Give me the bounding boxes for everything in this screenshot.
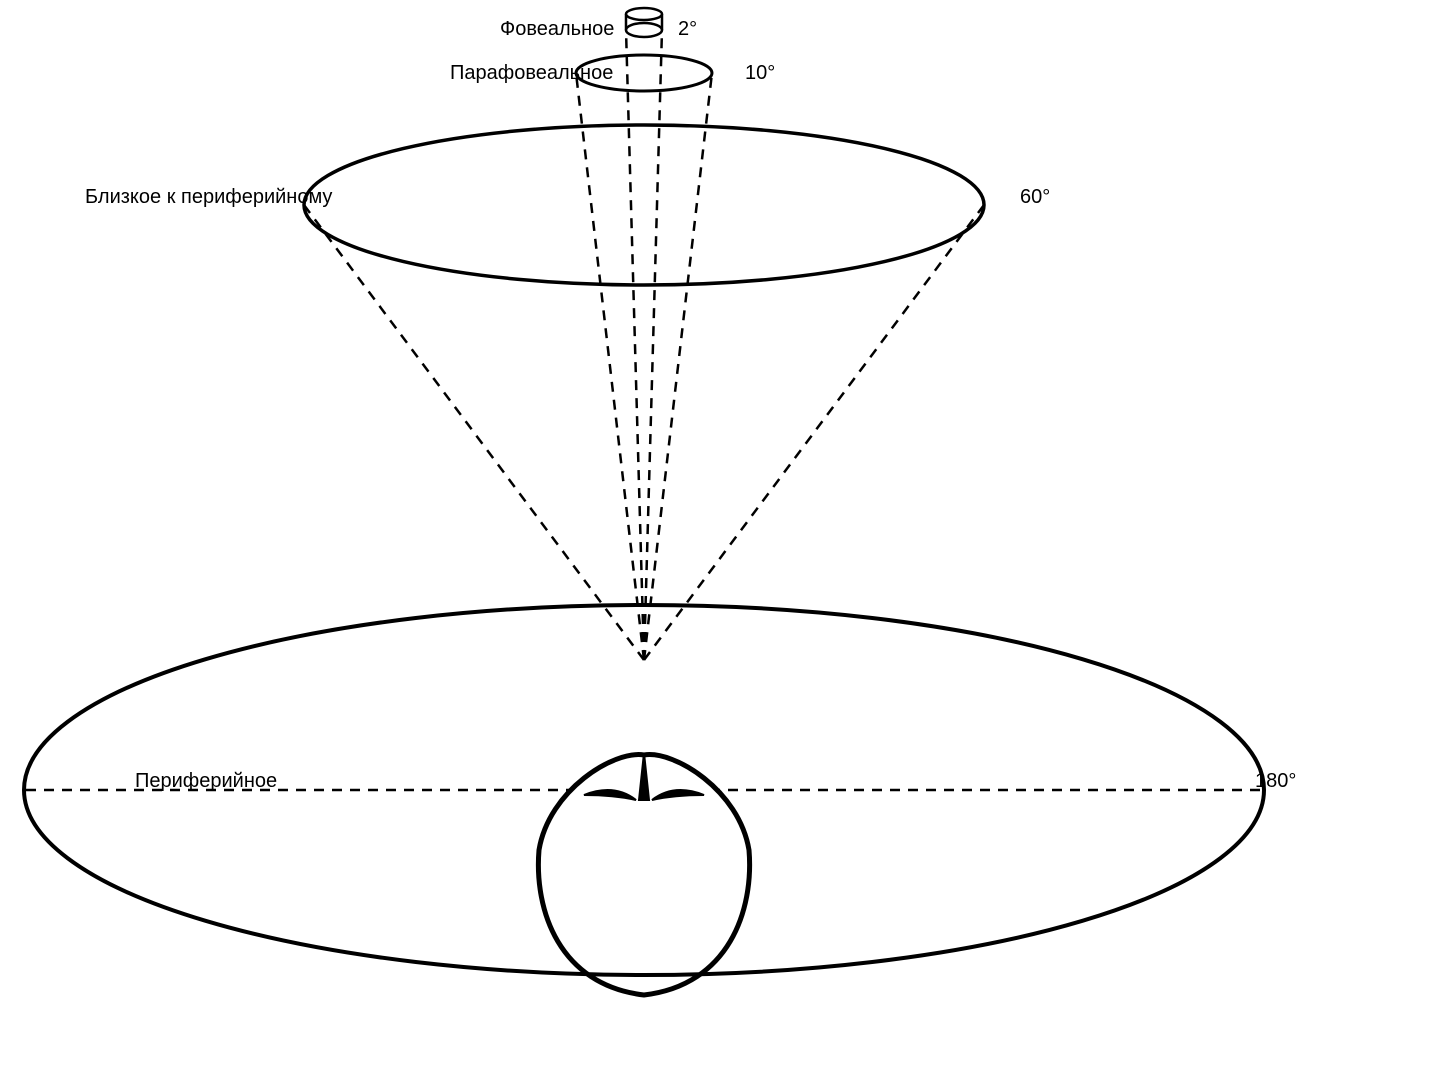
head-top-view xyxy=(538,753,749,995)
angle-foveal: 2° xyxy=(678,18,697,41)
label-parafoveal: Парафовеальное xyxy=(450,62,613,85)
cone-line-parafoveal-right xyxy=(644,73,712,660)
angle-peripheral: 180° xyxy=(1255,770,1296,793)
near-peripheral-ellipse xyxy=(304,125,984,285)
label-peripheral: Периферийное xyxy=(135,770,277,793)
label-foveal: Фовеальное xyxy=(500,18,614,41)
angle-near-peripheral: 60° xyxy=(1020,186,1050,209)
label-near-peripheral: Близкое к периферийному xyxy=(85,186,332,209)
foveal-ellipse-top xyxy=(626,8,662,20)
diagram-svg xyxy=(0,0,1442,1079)
foveal-ellipse-bottom xyxy=(626,23,662,37)
visual-field-diagram: Фовеальное 2° Парафовеальное 10° Близкое… xyxy=(0,0,1442,1079)
cone-line-parafoveal-left xyxy=(576,73,644,660)
angle-parafoveal: 10° xyxy=(745,62,775,85)
